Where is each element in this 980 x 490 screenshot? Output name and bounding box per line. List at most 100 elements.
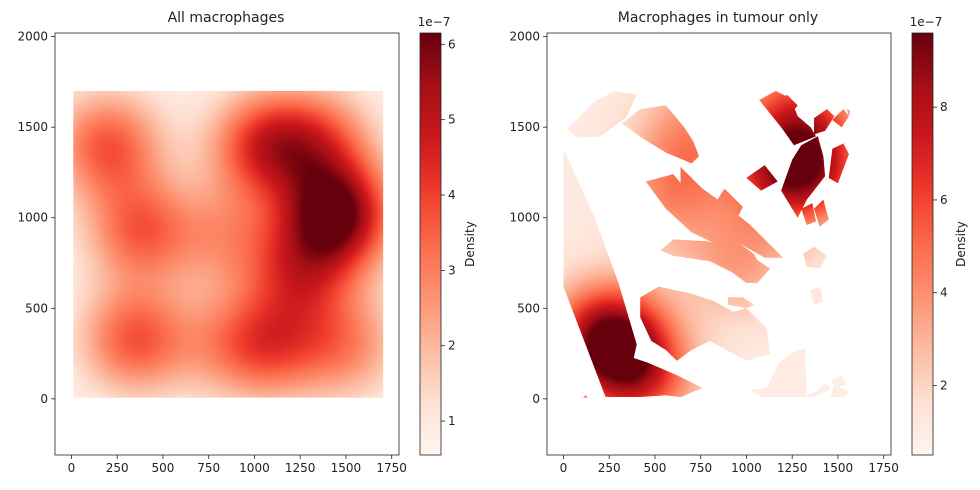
- heat-cell: [82, 223, 85, 226]
- heat-cell: [82, 304, 85, 308]
- heat-cell: [106, 282, 109, 286]
- heat-cell: [84, 250, 87, 253]
- heat-cell: [82, 123, 85, 126]
- heat-cell: [91, 290, 95, 293]
- heat-cell: [108, 259, 111, 262]
- heat-cell: [82, 134, 85, 137]
- heat-cell: [93, 351, 96, 355]
- heat-cell: [76, 264, 80, 268]
- heat-cell: [95, 183, 98, 186]
- heat-cell: [86, 330, 89, 333]
- heat-cell: [73, 319, 76, 322]
- heat-cell: [100, 205, 104, 208]
- heat-cell: [78, 315, 82, 318]
- heat-cell: [76, 373, 80, 376]
- heat-cell: [98, 375, 102, 378]
- heat-cell: [106, 357, 109, 360]
- heat-cell: [86, 301, 89, 304]
- heat-cell: [100, 290, 104, 293]
- heat-cell: [95, 217, 98, 221]
- heat-cell: [100, 237, 104, 241]
- heat-cell: [104, 266, 107, 270]
- heat-cell: [82, 119, 85, 123]
- heat-cell: [95, 228, 98, 232]
- heat-cell: [86, 364, 89, 367]
- heat-cell: [84, 134, 87, 137]
- heat-cell: [89, 308, 93, 311]
- heat-cell: [73, 331, 76, 335]
- heat-cell: [109, 384, 113, 387]
- heat-cell: [87, 344, 91, 347]
- heat-cell: [78, 119, 82, 123]
- heat-cell: [104, 203, 107, 206]
- heat-cell: [108, 302, 111, 306]
- heat-cell: [89, 223, 93, 226]
- heat-cell: [87, 315, 91, 318]
- heat-cell: [78, 141, 82, 145]
- heat-cell: [75, 386, 78, 389]
- heat-cell: [91, 317, 95, 320]
- heat-cell: [73, 172, 76, 175]
- heat-cell: [76, 199, 80, 203]
- heat-cell: [104, 243, 107, 246]
- heat-cell: [97, 190, 100, 193]
- heat-cell: [84, 114, 87, 117]
- heat-cell: [100, 98, 104, 101]
- heat-cell: [84, 364, 87, 367]
- heat-cell: [100, 378, 104, 382]
- heat-cell: [89, 295, 93, 299]
- heat-cell: [80, 208, 84, 212]
- heat-cell: [95, 230, 98, 233]
- heat-cell: [82, 387, 85, 391]
- heat-cell: [104, 165, 107, 168]
- heat-cell: [73, 119, 76, 123]
- heat-cell: [95, 105, 98, 108]
- heat-cell: [73, 353, 76, 356]
- heat-cell: [75, 243, 78, 246]
- heat-cell: [89, 136, 93, 139]
- heat-cell: [95, 136, 98, 139]
- heat-cell: [87, 123, 91, 126]
- heat-cell: [82, 163, 85, 166]
- heat-cell: [104, 139, 107, 143]
- heat-cell: [76, 123, 80, 126]
- heat-cell: [98, 317, 102, 320]
- heat-cell: [97, 299, 100, 302]
- heat-cell: [91, 353, 95, 356]
- heat-cell: [82, 232, 85, 235]
- heat-cell: [104, 366, 107, 369]
- heat-cell: [109, 324, 113, 328]
- heat-cell: [86, 244, 89, 248]
- heat-cell: [109, 272, 113, 275]
- heat-cell: [95, 389, 98, 393]
- heat-cell: [100, 380, 104, 384]
- heat-cell: [78, 194, 82, 197]
- heat-cell: [102, 378, 105, 382]
- heat-cell: [73, 364, 76, 367]
- heat-cell: [80, 94, 84, 97]
- heat-cell: [97, 223, 100, 226]
- heat-cell: [87, 349, 91, 353]
- heat-cell: [109, 353, 113, 356]
- heat-cell: [102, 224, 105, 228]
- heat-cell: [82, 393, 85, 396]
- heat-cell: [93, 109, 96, 112]
- heat-cell: [80, 320, 84, 324]
- heat-cell: [104, 320, 107, 324]
- heat-cell: [86, 391, 89, 395]
- heat-cell: [78, 174, 82, 177]
- heat-cell: [89, 255, 93, 259]
- heat-cell: [75, 364, 78, 367]
- heat-cell: [80, 387, 84, 391]
- heat-cell: [104, 259, 107, 262]
- heat-cell: [98, 112, 102, 116]
- heat-cell: [73, 288, 76, 291]
- heat-cell: [97, 170, 100, 174]
- heat-cell: [102, 138, 105, 141]
- heat-cell: [86, 266, 89, 270]
- heat-cell: [84, 183, 87, 186]
- heat-cell: [93, 268, 96, 271]
- heat-cell: [76, 279, 80, 282]
- heat-cell: [95, 281, 98, 284]
- heat-cell: [97, 109, 100, 112]
